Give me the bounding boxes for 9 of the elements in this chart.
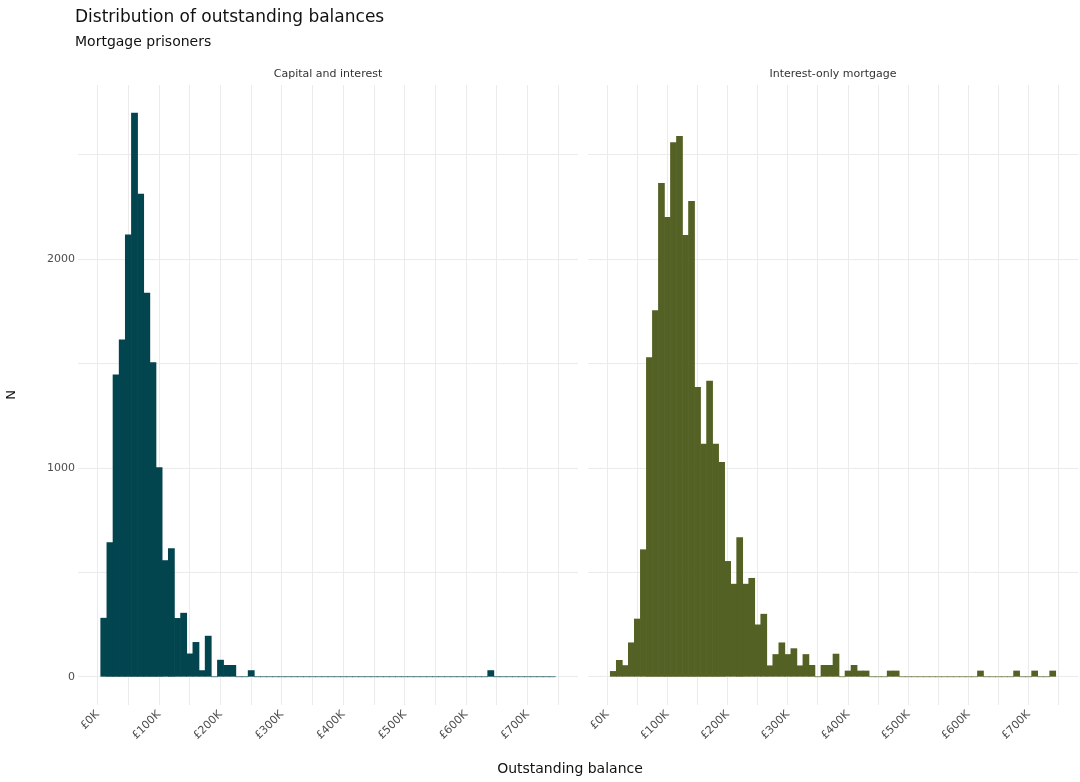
chart-title: Distribution of outstanding balances [75, 6, 385, 26]
y-tick-label: 0 [68, 669, 75, 683]
x-axis-title: Outstanding balance [496, 760, 644, 776]
text: Interest-only mortgage [769, 66, 897, 80]
text: Capital and interest [273, 66, 383, 80]
y-axis-title: N [3, 390, 19, 400]
chart-subtitle: Mortgage prisoners [75, 33, 212, 49]
y-tick-label: 1000 [47, 460, 75, 474]
y-tick-label: 2000 [47, 252, 75, 266]
